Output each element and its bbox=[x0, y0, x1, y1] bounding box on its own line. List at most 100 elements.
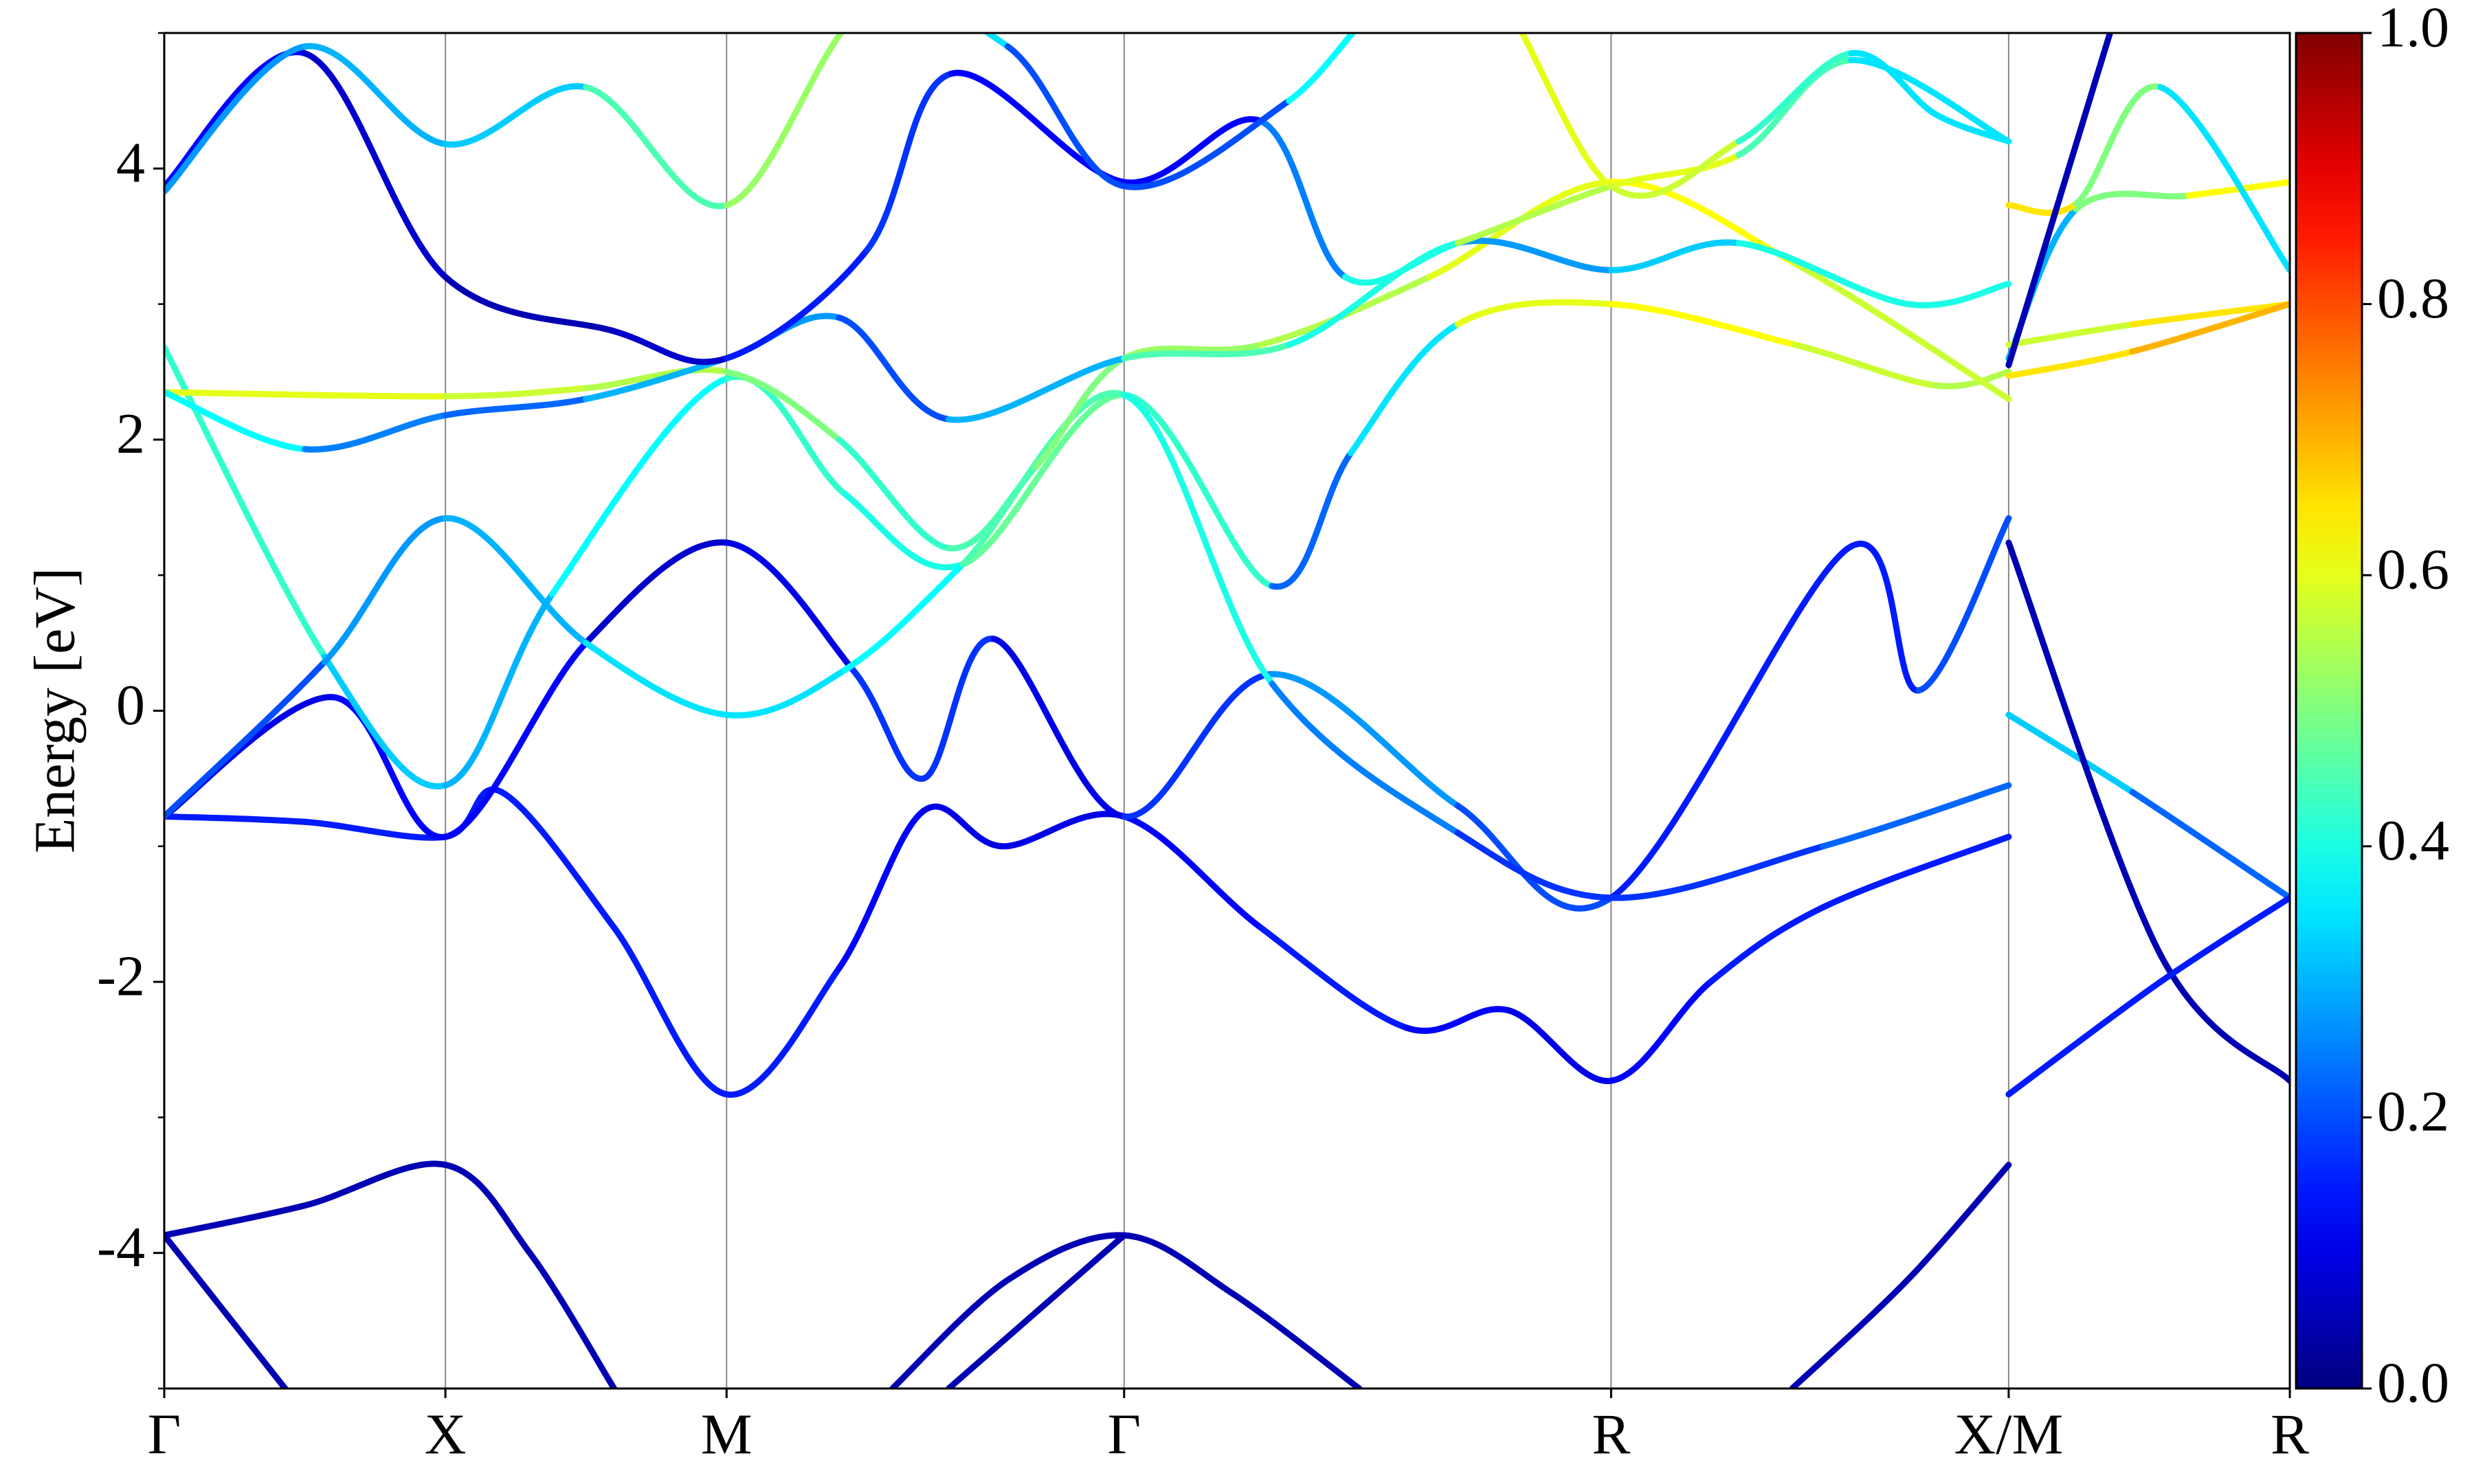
band-segment bbox=[1454, 829, 1614, 901]
band-segment bbox=[1735, 50, 1855, 145]
band-segment bbox=[1735, 56, 1855, 159]
band-segment bbox=[2129, 789, 2290, 901]
band-segment bbox=[2005, 348, 2136, 379]
band-segment bbox=[1848, 49, 1939, 117]
band-segment bbox=[164, 694, 336, 820]
band-segment bbox=[1735, 240, 1911, 308]
band-segment bbox=[1454, 183, 1614, 247]
colorbar-tick-label: 0.4 bbox=[2377, 809, 2449, 873]
band-segment bbox=[1341, 240, 1461, 286]
band-segment bbox=[1454, 299, 1614, 328]
band-segment bbox=[2157, 84, 2290, 273]
band-segment bbox=[1454, 237, 1614, 273]
band-segment bbox=[498, 789, 618, 931]
band-segment bbox=[1258, 117, 1348, 280]
band-segment bbox=[945, 463, 1039, 552]
band-segment bbox=[583, 84, 730, 210]
band-segment bbox=[1820, 782, 2012, 850]
band-segment bbox=[2005, 201, 2080, 216]
band-segment bbox=[1607, 239, 1742, 273]
band-segment bbox=[836, 314, 952, 423]
band-segment bbox=[945, 355, 1128, 423]
band-segment bbox=[2157, 952, 2290, 1084]
band-segment bbox=[723, 247, 871, 362]
band-segment bbox=[442, 396, 590, 418]
band-segment bbox=[1286, 240, 1461, 348]
x-tick-label: R bbox=[2271, 1402, 2309, 1466]
band-segment bbox=[1848, 56, 2012, 145]
band-segment bbox=[920, 636, 997, 782]
band-segment bbox=[959, 392, 1128, 567]
band-segment bbox=[1004, 43, 1128, 190]
band-segment bbox=[302, 43, 449, 148]
band-segment bbox=[1121, 392, 1275, 687]
band-segment bbox=[841, 491, 966, 571]
band-segment bbox=[1032, 355, 1128, 470]
band-segment bbox=[549, 375, 730, 598]
y-tick-label: 0 bbox=[116, 673, 145, 737]
colorbar-tick-label: 0.0 bbox=[2377, 1351, 2449, 1415]
band-segment bbox=[2005, 33, 2114, 368]
band-segment bbox=[723, 666, 848, 719]
colorbar-tick-label: 0.8 bbox=[2377, 267, 2449, 330]
band-segment bbox=[1789, 1277, 1911, 1389]
band-segment bbox=[2157, 895, 2290, 985]
band-segment bbox=[2073, 83, 2164, 207]
band-segment bbox=[164, 658, 328, 820]
band-segment bbox=[723, 539, 856, 673]
band-segment bbox=[920, 803, 1005, 850]
band-segment bbox=[1348, 321, 1461, 457]
band-segment bbox=[164, 389, 449, 400]
band-segment bbox=[1607, 138, 1742, 199]
band-segment bbox=[2005, 539, 2164, 958]
band-segment bbox=[945, 1232, 1128, 1389]
band-segment bbox=[329, 694, 449, 840]
band-segment bbox=[1121, 1232, 1236, 1297]
band-segment bbox=[723, 374, 848, 497]
band-segment bbox=[1403, 1006, 1512, 1034]
band-segment bbox=[442, 591, 556, 789]
band-segment bbox=[164, 389, 309, 453]
band-segment bbox=[1286, 33, 1357, 104]
band-segment bbox=[1904, 1161, 2012, 1283]
band-segment bbox=[1258, 924, 1410, 1031]
band-segment bbox=[1845, 541, 1922, 694]
band-segment bbox=[1915, 515, 2012, 694]
band-segment bbox=[321, 653, 449, 790]
band-segment bbox=[1607, 152, 1742, 190]
y-tick-label: 2 bbox=[116, 402, 145, 466]
band-segment bbox=[1121, 671, 1275, 820]
band-segment bbox=[723, 965, 843, 1098]
band-segment bbox=[1792, 341, 1939, 389]
band-segment bbox=[1121, 341, 1293, 362]
band-segment bbox=[442, 1161, 533, 1257]
band-segment bbox=[1792, 260, 2012, 403]
band-segment bbox=[1121, 392, 1275, 589]
band-segment bbox=[1004, 1232, 1128, 1283]
band-segment bbox=[611, 924, 730, 1098]
band-segment bbox=[442, 515, 590, 647]
band-segment bbox=[2129, 301, 2290, 355]
band-segment bbox=[1121, 98, 1293, 190]
bands bbox=[164, 33, 2290, 1389]
band-segment bbox=[1505, 1007, 1614, 1084]
band-segment bbox=[1707, 904, 1827, 985]
band-segment bbox=[583, 539, 730, 647]
band-segment bbox=[948, 69, 1128, 186]
colorbar bbox=[2295, 32, 2363, 1390]
band-segment bbox=[1607, 843, 1827, 901]
band-segment bbox=[2005, 978, 2164, 1098]
y-axis-label: Energy [eV] bbox=[23, 567, 87, 853]
band-segment bbox=[1607, 545, 1852, 901]
band-segment bbox=[1121, 813, 1264, 931]
band-segment bbox=[836, 808, 927, 971]
band-segment bbox=[442, 640, 590, 840]
colorbar-tick-label: 0.2 bbox=[2377, 1080, 2449, 1144]
band-segment bbox=[1518, 33, 1614, 190]
band-segment bbox=[1607, 301, 1798, 348]
y-tick-label: -4 bbox=[97, 1215, 145, 1279]
band-segment bbox=[321, 515, 449, 665]
band-segment bbox=[1904, 280, 2012, 308]
band-segment bbox=[982, 33, 1011, 50]
band-segment bbox=[2005, 711, 2136, 796]
